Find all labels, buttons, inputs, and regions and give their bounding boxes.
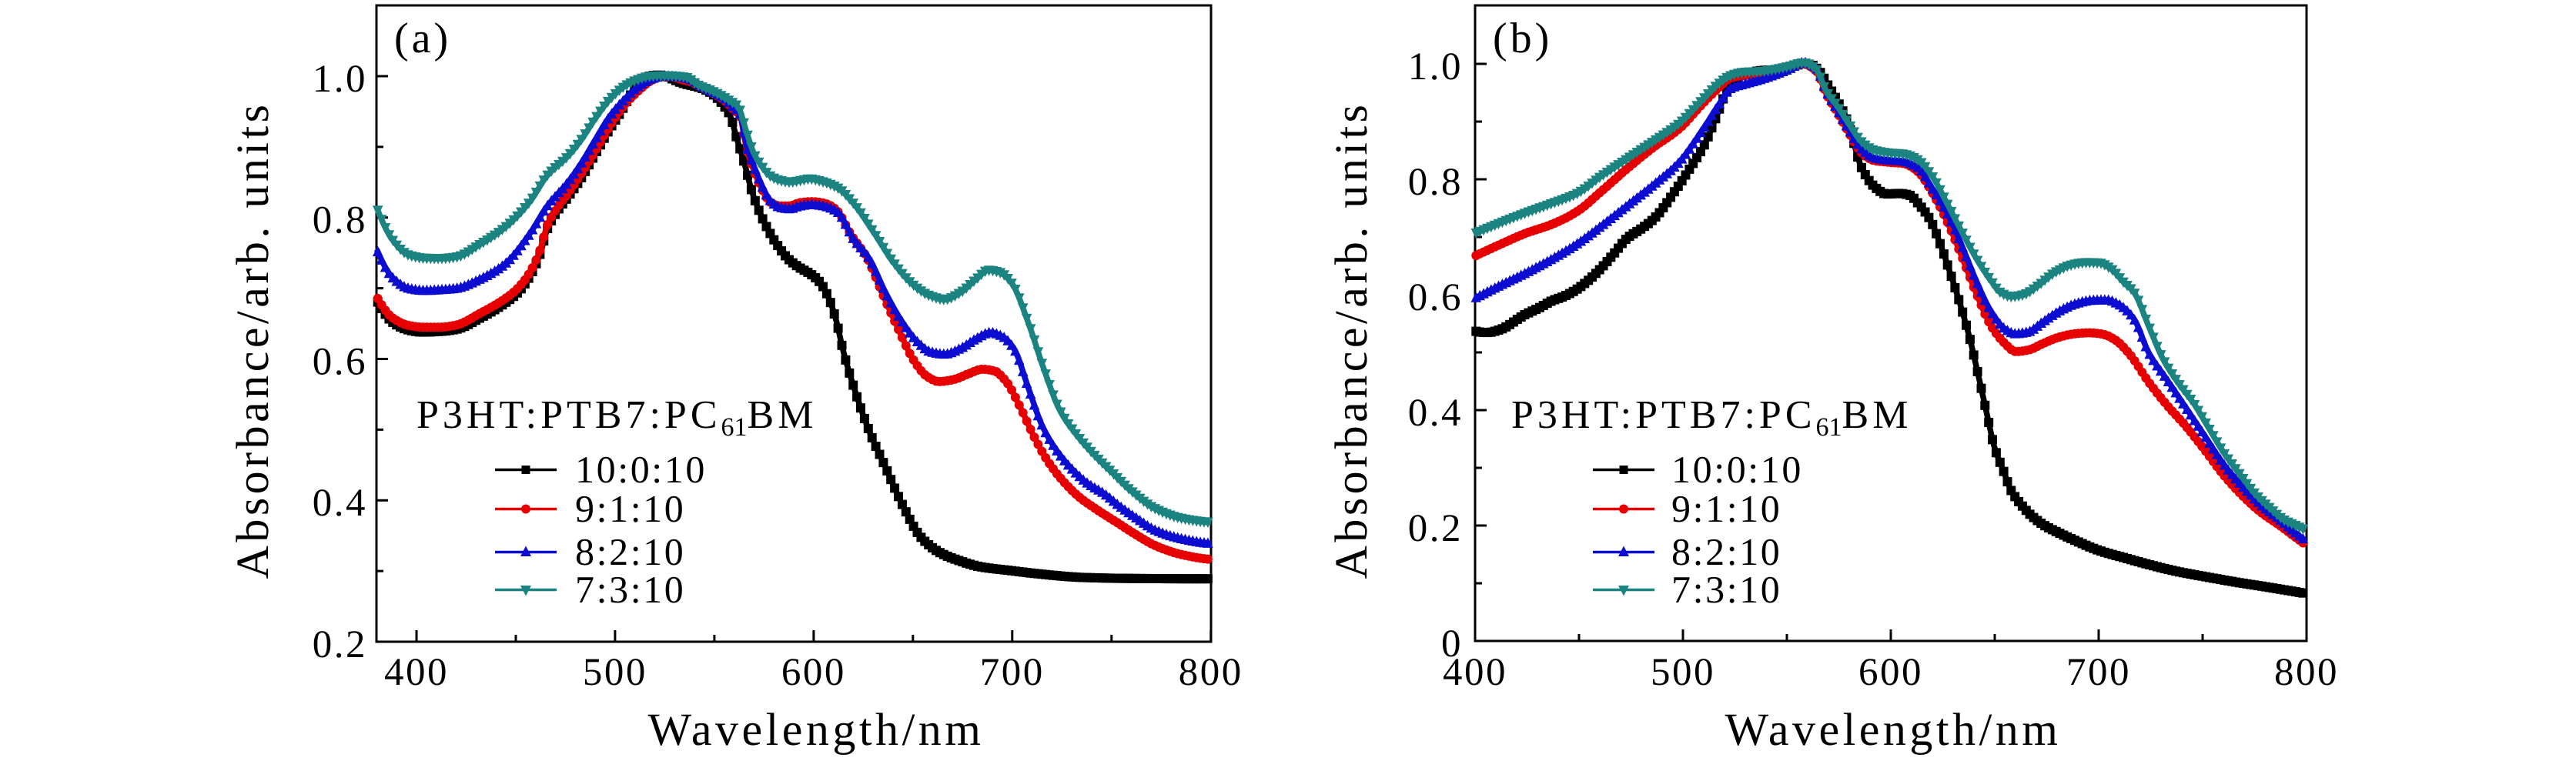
svg-text:600: 600 [1858,651,1923,694]
svg-text:0.2: 0.2 [1408,507,1463,550]
svg-text:0.2: 0.2 [313,623,367,666]
svg-text:800: 800 [2274,651,2339,694]
svg-text:700: 700 [980,651,1045,694]
svg-text:600: 600 [781,651,846,694]
svg-text:0: 0 [1441,622,1463,666]
svg-text:8:2:10: 8:2:10 [1671,530,1781,573]
svg-text:500: 500 [583,651,647,694]
svg-text:(a): (a) [394,15,451,62]
svg-text:10:0:10: 10:0:10 [575,448,707,491]
svg-text:P3HT:PTB7:PC61BM: P3HT:PTB7:PC61BM [417,393,817,442]
svg-text:1.0: 1.0 [1408,45,1463,88]
svg-text:Wavelength/nm: Wavelength/nm [1725,704,2062,755]
svg-text:0.6: 0.6 [313,341,367,384]
svg-text:500: 500 [1651,651,1715,694]
svg-text:Wavelength/nm: Wavelength/nm [648,704,985,755]
svg-text:0.6: 0.6 [1408,276,1463,319]
svg-text:P3HT:PTB7:PC61BM: P3HT:PTB7:PC61BM [1511,393,1912,442]
svg-text:7:3:10: 7:3:10 [1671,568,1781,611]
svg-text:400: 400 [1443,651,1507,694]
svg-text:1.0: 1.0 [313,58,367,101]
svg-text:9:1:10: 9:1:10 [1671,487,1781,530]
svg-text:0.8: 0.8 [1408,161,1463,204]
svg-text:400: 400 [384,651,449,694]
svg-text:0.4: 0.4 [313,482,367,525]
svg-text:(b): (b) [1493,15,1552,62]
svg-text:Absorbance/arb. units: Absorbance/arb. units [1326,101,1377,579]
svg-text:0.8: 0.8 [313,199,367,242]
svg-text:9:1:10: 9:1:10 [575,487,685,530]
svg-text:7:3:10: 7:3:10 [575,568,685,611]
svg-text:10:0:10: 10:0:10 [1671,448,1803,491]
svg-text:800: 800 [1179,651,1243,694]
svg-text:700: 700 [2066,651,2131,694]
svg-text:8:2:10: 8:2:10 [575,530,685,573]
svg-text:0.4: 0.4 [1408,392,1463,435]
svg-text:Absorbance/arb. units: Absorbance/arb. units [227,101,278,579]
